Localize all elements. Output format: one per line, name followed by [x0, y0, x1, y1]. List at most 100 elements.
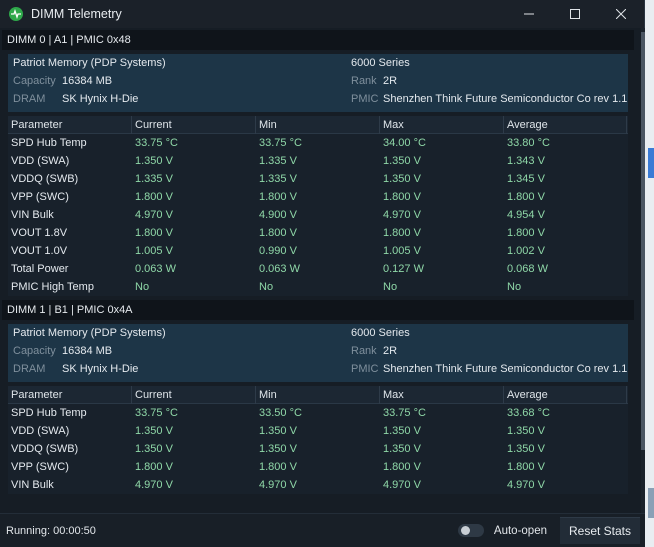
table-row[interactable]: VOUT 1.0V 1.005 V 0.990 V 1.005 V 1.002 V	[8, 242, 628, 260]
column-header-max[interactable]: Max	[380, 116, 504, 134]
dram-label: DRAM	[13, 363, 46, 375]
max-cell: 33.75 °C	[383, 407, 426, 419]
parameter-cell: VOUT 1.8V	[11, 227, 68, 239]
close-button[interactable]	[598, 0, 644, 28]
current-cell: 1.800 V	[135, 461, 173, 473]
average-cell: 1.343 V	[507, 155, 545, 167]
maximize-button[interactable]	[552, 0, 598, 28]
capacity-value: 16384 MB	[62, 75, 113, 87]
column-header-min[interactable]: Min	[256, 386, 380, 404]
pmic-value: Shenzhen Think Future Semiconductor Co r…	[383, 93, 628, 105]
dimm-header: DIMM 0 | A1 | PMIC 0x48	[2, 30, 634, 50]
table-row[interactable]: VDD (SWA) 1.350 V 1.350 V 1.350 V 1.350 V	[8, 422, 628, 440]
table-row[interactable]: VPP (SWC) 1.800 V 1.800 V 1.800 V 1.800 V	[8, 458, 628, 476]
min-cell: 1.350 V	[259, 425, 297, 437]
dram-value: SK Hynix H-Die	[62, 93, 139, 105]
dimm-list[interactable]: DIMM 0 | A1 | PMIC 0x48 Patriot Memory (…	[0, 28, 640, 513]
series-value: 6000 Series	[351, 327, 410, 339]
current-cell: 33.75 °C	[135, 137, 178, 149]
desktop-icon	[648, 148, 654, 178]
scrollbar-thumb[interactable]	[641, 32, 645, 450]
min-cell: 1.335 V	[259, 173, 297, 185]
minimize-icon	[524, 13, 534, 15]
max-cell: 1.800 V	[383, 191, 421, 203]
running-time: Running: 00:00:50	[6, 524, 96, 537]
status-bar: Running: 00:00:50 Auto-open Reset Stats	[0, 513, 645, 547]
pmic-label: PMIC	[351, 93, 379, 105]
max-cell: 1.800 V	[383, 227, 421, 239]
column-header-parameter[interactable]: Parameter	[8, 386, 132, 404]
table-header: Parameter Current Min Max Average	[8, 116, 628, 134]
max-cell: 4.970 V	[383, 479, 421, 491]
vendor-value: Patriot Memory (PDP Systems)	[13, 57, 166, 69]
rank-value: 2R	[383, 345, 398, 357]
average-cell: 1.800 V	[507, 227, 545, 239]
vendor-value: Patriot Memory (PDP Systems)	[13, 327, 166, 339]
capacity-label: Capacity	[13, 75, 56, 87]
rank-label: Rank	[351, 345, 377, 357]
maximize-icon	[570, 9, 580, 19]
column-header-current[interactable]: Current	[132, 386, 256, 404]
current-cell: 4.970 V	[135, 209, 173, 221]
current-cell: 1.335 V	[135, 173, 173, 185]
parameter-cell: VOUT 1.0V	[11, 245, 68, 257]
average-cell: 0.068 W	[507, 263, 548, 275]
average-cell: 1.800 V	[507, 191, 545, 203]
table-row[interactable]: SPD Hub Temp 33.75 °C 33.75 °C 34.00 °C 33.8…	[8, 134, 628, 152]
min-cell: 33.50 °C	[259, 407, 302, 419]
table-row[interactable]: VDD (SWA) 1.350 V 1.335 V 1.350 V 1.343 V	[8, 152, 628, 170]
close-icon	[616, 9, 626, 19]
capacity-label: Capacity	[13, 345, 56, 357]
parameter-cell: VDDQ (SWB)	[11, 443, 79, 455]
column-header-max[interactable]: Max	[380, 386, 504, 404]
table-row[interactable]: VIN Bulk 4.970 V 4.900 V 4.970 V 4.954 V	[8, 206, 628, 224]
average-cell: 1.002 V	[507, 245, 545, 257]
max-cell: 1.005 V	[383, 245, 421, 257]
table-row[interactable]: VDDQ (SWB) 1.350 V 1.350 V 1.350 V 1.350 V	[8, 440, 628, 458]
column-header-average[interactable]: Average	[504, 116, 627, 134]
rank-label: Rank	[351, 75, 377, 87]
current-cell: No	[135, 281, 150, 293]
average-cell: 1.345 V	[507, 173, 545, 185]
current-cell: 1.800 V	[135, 227, 173, 239]
min-cell: 4.970 V	[259, 479, 297, 491]
table-row[interactable]: VOUT 1.8V 1.800 V 1.800 V 1.800 V 1.800 V	[8, 224, 628, 242]
table-row[interactable]: VIN Bulk 4.970 V 4.970 V 4.970 V 4.970 V	[8, 476, 628, 494]
table-row[interactable]: SPD Hub Temp 33.75 °C 33.50 °C 33.75 °C 33.6…	[8, 404, 628, 422]
max-cell: 34.00 °C	[383, 137, 426, 149]
table-body: SPD Hub Temp 33.75 °C 33.50 °C 33.75 °C 33.6…	[8, 404, 628, 494]
dimm-info-panel: Patriot Memory (PDP Systems) 6000 Series…	[8, 324, 628, 382]
parameter-cell: VIN Bulk	[11, 209, 54, 221]
table-row[interactable]: VPP (SWC) 1.800 V 1.800 V 1.800 V 1.800 V	[8, 188, 628, 206]
parameter-cell: VIN Bulk	[11, 479, 54, 491]
auto-open-toggle[interactable]	[457, 524, 484, 537]
average-cell: 4.954 V	[507, 209, 545, 221]
parameter-cell: VDD (SWA)	[11, 155, 70, 167]
table-row[interactable]: VDDQ (SWB) 1.335 V 1.335 V 1.350 V 1.345 V	[8, 170, 628, 188]
min-cell: 0.990 V	[259, 245, 297, 257]
max-cell: 1.350 V	[383, 155, 421, 167]
current-cell: 1.350 V	[135, 425, 173, 437]
max-cell: 1.350 V	[383, 425, 421, 437]
current-cell: 1.350 V	[135, 443, 173, 455]
toggle-knob	[460, 526, 470, 535]
vertical-scrollbar[interactable]	[641, 28, 645, 513]
current-cell: 33.75 °C	[135, 407, 178, 419]
column-header-average[interactable]: Average	[504, 386, 627, 404]
min-cell: No	[259, 281, 274, 293]
max-cell: 1.350 V	[383, 173, 421, 185]
min-cell: 33.75 °C	[259, 137, 302, 149]
average-cell: 33.80 °C	[507, 137, 550, 149]
column-header-min[interactable]: Min	[256, 116, 380, 134]
telemetry-table[interactable]: Parameter Current Min Max Average SPD Hu…	[8, 386, 628, 494]
average-cell: 33.68 °C	[507, 407, 550, 419]
minimize-button[interactable]	[506, 0, 552, 28]
reset-stats-button[interactable]: Reset Stats	[560, 517, 640, 544]
table-row[interactable]: PMIC High Temp No No No No	[8, 278, 628, 296]
dimm-section: DIMM 0 | A1 | PMIC 0x48 Patriot Memory (…	[0, 30, 640, 296]
column-header-current[interactable]: Current	[132, 116, 256, 134]
current-cell: 1.800 V	[135, 191, 173, 203]
telemetry-table[interactable]: Parameter Current Min Max Average SPD Hu…	[8, 116, 628, 296]
table-row[interactable]: Total Power 0.063 W 0.063 W 0.127 W 0.068 W	[8, 260, 628, 278]
column-header-parameter[interactable]: Parameter	[8, 116, 132, 134]
